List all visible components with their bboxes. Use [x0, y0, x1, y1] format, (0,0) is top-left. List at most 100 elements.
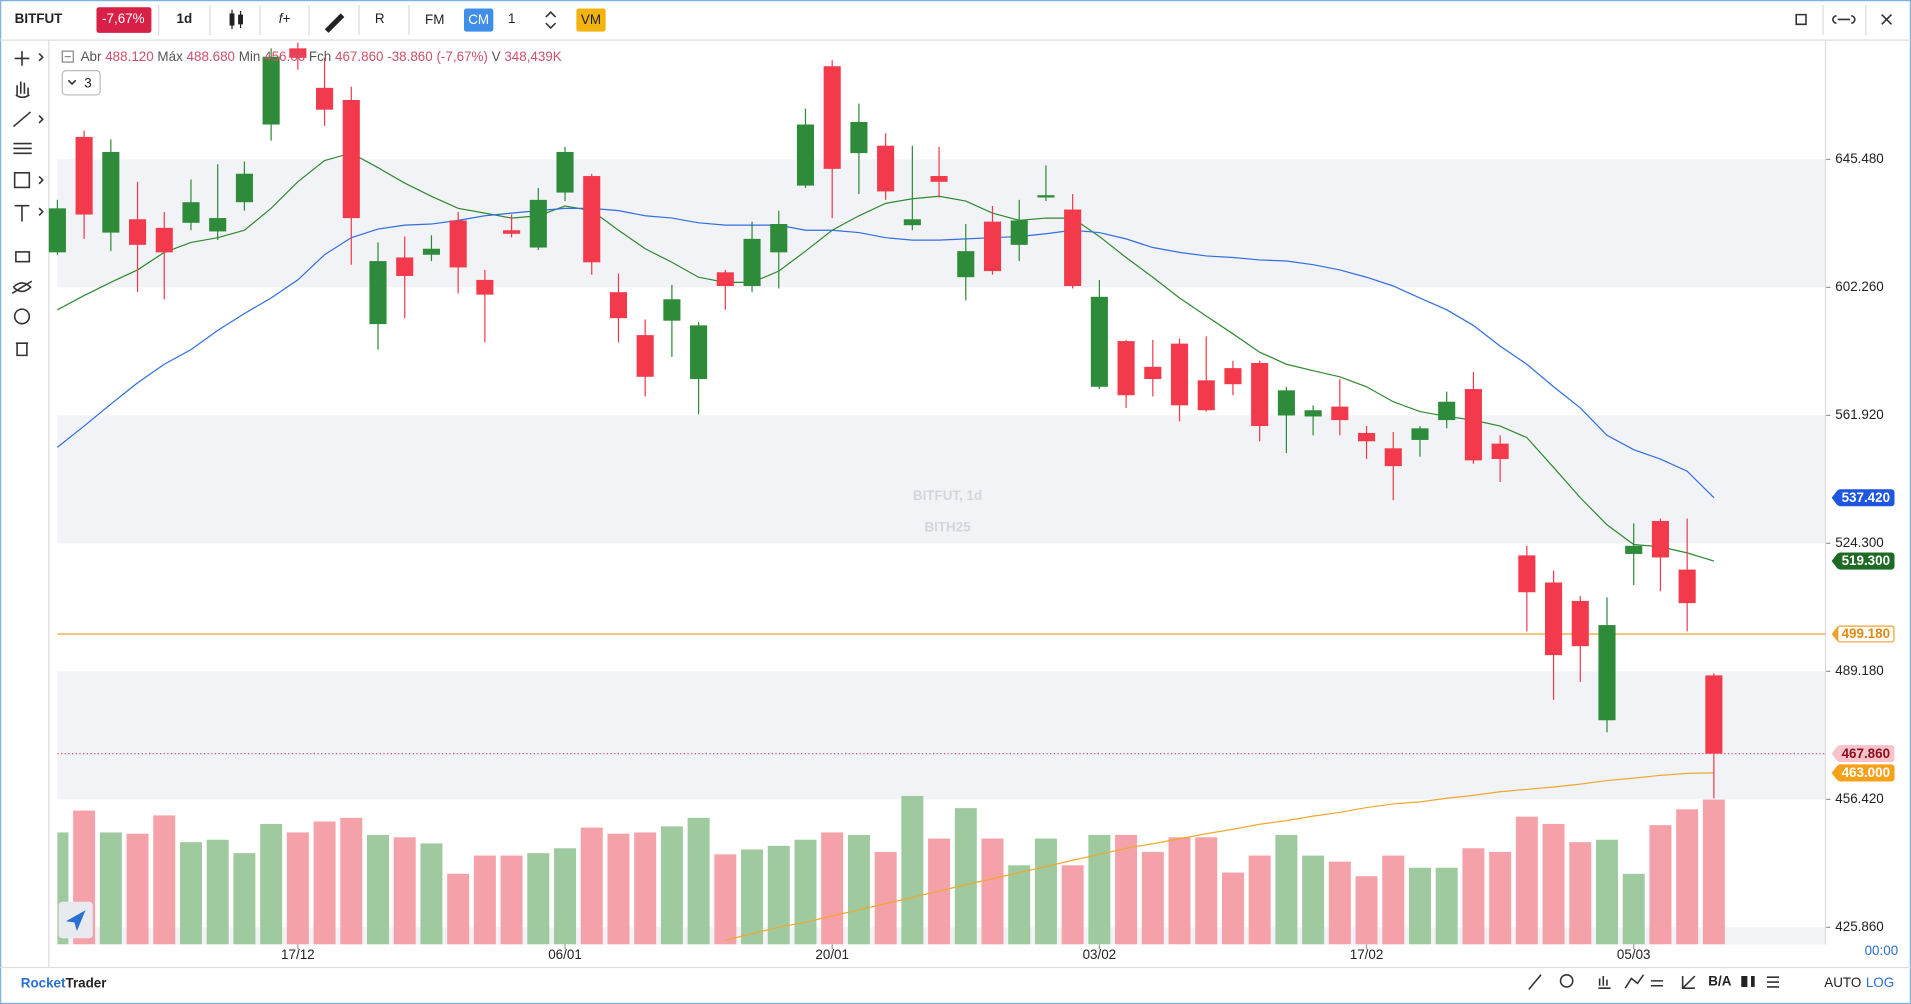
x-tick-label: 20/01 — [815, 947, 849, 962]
candle-body — [1117, 341, 1135, 396]
volume-bar — [447, 873, 470, 945]
orders[interactable] — [1766, 976, 1780, 988]
volume-bar — [1622, 873, 1645, 945]
collapse-count: 3 — [84, 76, 91, 91]
candle-body — [609, 292, 628, 319]
volume-bar — [767, 845, 790, 945]
candle-body — [716, 272, 734, 287]
fullscreen[interactable] — [1795, 13, 1807, 26]
volume-bar — [1649, 825, 1672, 945]
candle-body — [1357, 432, 1376, 442]
candle-body — [903, 219, 921, 226]
price-tag-arrow — [1831, 489, 1838, 506]
candle-body — [1384, 448, 1402, 467]
ma-line — [725, 772, 1714, 941]
volume-bar — [981, 838, 1004, 945]
candle-body — [583, 176, 601, 263]
time: 00:00 — [1865, 943, 1899, 958]
volume-bar — [179, 842, 202, 945]
volume-bar — [1248, 855, 1271, 945]
candle-body — [1438, 401, 1456, 421]
val: 467.860 — [335, 49, 383, 64]
volume-bar — [607, 833, 630, 945]
change: -7,67% — [102, 11, 145, 26]
y-tick-label: 561.920 — [1835, 407, 1883, 422]
vm-box[interactable] — [576, 8, 606, 32]
candle-body — [1598, 625, 1616, 721]
candle-body — [128, 219, 147, 245]
compare[interactable] — [1650, 980, 1664, 987]
candle-body — [983, 221, 1002, 272]
bars-icon[interactable] — [1598, 976, 1611, 989]
ba[interactable]: B/A — [1708, 974, 1731, 989]
legend-toggle[interactable] — [61, 50, 74, 63]
y-tick-label: 524.300 — [1835, 535, 1883, 550]
candle-body — [1491, 443, 1509, 460]
volume-bar — [794, 839, 817, 945]
volume-bar — [313, 821, 336, 945]
rx[interactable]: R — [375, 11, 385, 26]
candle-body — [369, 261, 387, 325]
candle-body — [75, 136, 93, 215]
candle-type[interactable] — [229, 9, 243, 30]
lock[interactable] — [15, 251, 31, 263]
volume-bar — [340, 817, 363, 945]
volume-bar — [1088, 834, 1111, 945]
draw-tool[interactable] — [324, 13, 345, 33]
log[interactable]: LOG — [1866, 975, 1894, 990]
volume-bar — [1302, 855, 1325, 945]
shape-tool[interactable] — [13, 172, 31, 189]
candle-body — [823, 66, 841, 169]
crosshair-tool[interactable] — [14, 51, 30, 66]
volume-bar — [714, 854, 737, 945]
volume-bar — [233, 853, 256, 945]
delete[interactable] — [15, 342, 29, 357]
depth[interactable] — [1751, 976, 1755, 987]
volume-bar — [473, 855, 496, 945]
candle-body — [1545, 582, 1563, 656]
candle-body — [1705, 675, 1723, 754]
auto[interactable]: AUTO — [1824, 975, 1861, 990]
watermark-subtitle: BITH25 — [924, 520, 971, 535]
cm-box[interactable] — [464, 8, 494, 32]
angle[interactable] — [1681, 975, 1696, 989]
studies[interactable]: f+ — [279, 11, 291, 26]
y-tick-label: 425.860 — [1835, 919, 1883, 934]
help[interactable] — [13, 308, 31, 325]
candle-body — [422, 248, 440, 255]
hand-tool[interactable] — [15, 81, 30, 99]
lbl: Abr — [81, 49, 102, 64]
price-tag-arrow — [1831, 626, 1838, 642]
price-tag-arrow — [1831, 745, 1838, 762]
volume-bar — [527, 853, 550, 945]
candle-body — [957, 251, 975, 278]
zoom[interactable] — [1559, 974, 1574, 988]
volume-bar — [1435, 867, 1458, 945]
ruler[interactable] — [1528, 974, 1542, 990]
fm[interactable]: FM — [425, 12, 444, 27]
volume-bar — [554, 848, 577, 945]
brand: RocketTrader — [21, 975, 108, 990]
line-icon[interactable] — [1624, 974, 1645, 989]
price-tag-label: 537.420 — [1842, 490, 1890, 505]
volume-bar — [500, 855, 523, 945]
plot: BITFUT, 1d BITH25 645.480 602.260 561.920 524… — [48, 40, 1895, 962]
candle-body — [209, 218, 227, 232]
candle-body — [476, 279, 494, 295]
text-tool[interactable] — [14, 204, 30, 222]
volume-bar — [874, 851, 897, 945]
spinner[interactable] — [545, 11, 557, 30]
symbol[interactable]: BITFUT — [15, 11, 64, 26]
collapse[interactable] — [61, 69, 101, 96]
count[interactable]: 1 — [508, 11, 515, 26]
interval[interactable]: 1d — [177, 11, 193, 26]
candle-body — [262, 56, 280, 125]
volume-bar — [741, 849, 764, 945]
volume-bar — [1408, 867, 1431, 945]
link[interactable] — [1832, 15, 1856, 24]
close[interactable] — [1881, 14, 1893, 25]
lbl: Máx — [157, 49, 183, 64]
visibility[interactable] — [11, 280, 33, 294]
fib-tool[interactable] — [13, 142, 32, 155]
line-tool[interactable] — [12, 111, 32, 128]
